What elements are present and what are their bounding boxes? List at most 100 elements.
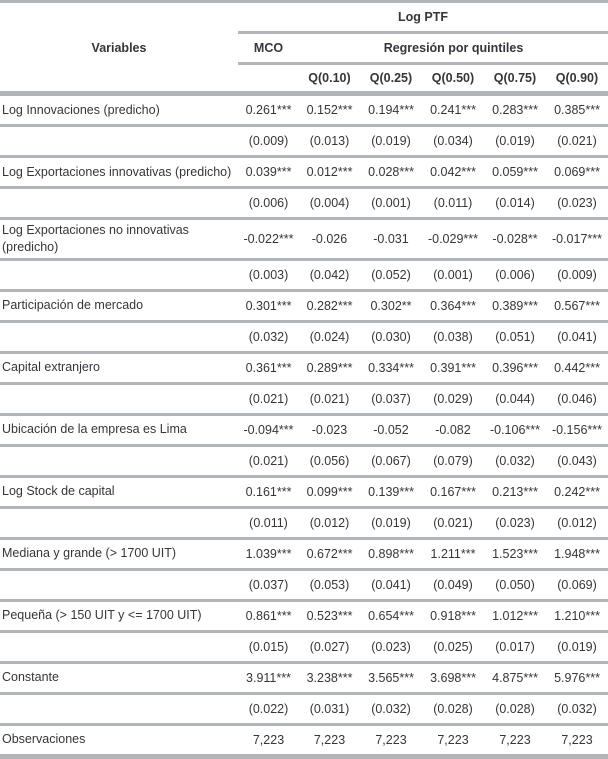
quantile-labels-row: Q(0.10) Q(0.25) Q(0.50) Q(0.75) Q(0.90) xyxy=(0,63,608,96)
coefficient-value: -0.026 xyxy=(299,218,360,261)
coefficient-value: 0.385*** xyxy=(546,93,608,127)
standard-error-value: (0.051) xyxy=(484,321,546,354)
standard-error-row: (0.015) (0.027) (0.023) (0.025) (0.017) (0.01… xyxy=(0,631,608,664)
empty-label-cell xyxy=(0,569,238,602)
coefficient-value: 1.012*** xyxy=(484,600,546,633)
coefficient-value: 0.059*** xyxy=(484,156,546,189)
empty-label-cell xyxy=(0,259,238,292)
coefficient-row: Log Exportaciones no innovativas (predic… xyxy=(0,218,608,261)
coefficient-value: 0.364*** xyxy=(422,290,484,323)
empty-label-cell xyxy=(0,383,238,416)
standard-error-value: (0.032) xyxy=(546,693,608,726)
standard-error-value: (0.011) xyxy=(422,187,484,220)
empty-cell xyxy=(0,63,238,96)
standard-error-value: (0.023) xyxy=(546,187,608,220)
observations-value: 7,223 xyxy=(499,732,531,747)
standard-error-value: (0.021) xyxy=(299,383,360,416)
standard-error-value: (0.031) xyxy=(299,693,360,726)
observations-value: 7,223 xyxy=(561,732,593,747)
coefficient-value: 0.028*** xyxy=(360,156,422,189)
standard-error-row: (0.011) (0.012) (0.019) (0.021) (0.023) (0.01… xyxy=(0,507,608,540)
coefficient-value: 0.069*** xyxy=(546,156,608,189)
standard-error-value: (0.003) xyxy=(238,259,299,292)
empty-label-cell xyxy=(0,321,238,354)
standard-error-value: (0.038) xyxy=(422,321,484,354)
quantile-label-q050: Q(0.50) xyxy=(422,63,484,96)
standard-error-value: (0.043) xyxy=(546,445,608,478)
empty-label-cell xyxy=(0,631,238,664)
coefficient-value: 0.567*** xyxy=(546,290,608,323)
coefficient-value: 0.241*** xyxy=(422,93,484,127)
coefficient-value: 5.976*** xyxy=(546,662,608,695)
standard-error-value: (0.025) xyxy=(422,631,484,664)
standard-error-value: (0.037) xyxy=(360,383,422,416)
empty-label-cell xyxy=(0,507,238,540)
standard-error-value: (0.044) xyxy=(484,383,546,416)
coefficient-value: 0.161*** xyxy=(238,476,299,509)
standard-error-row: (0.032) (0.024) (0.030) (0.038) (0.051) (0.04… xyxy=(0,321,608,354)
variable-label: Constante xyxy=(0,662,238,695)
coefficient-value: 0.139*** xyxy=(360,476,422,509)
standard-error-value: (0.004) xyxy=(299,187,360,220)
standard-error-row: (0.022) (0.031) (0.032) (0.028) (0.028) (0.03… xyxy=(0,693,608,726)
coefficient-value: 0.334*** xyxy=(360,352,422,385)
coefficient-value: 0.442*** xyxy=(546,352,608,385)
coefficient-value: 0.242*** xyxy=(546,476,608,509)
standard-error-value: (0.028) xyxy=(484,693,546,726)
coefficient-value: -0.082 xyxy=(422,414,484,447)
empty-label-cell xyxy=(0,693,238,726)
variable-label: Capital extranjero xyxy=(0,352,238,385)
coefficient-value: 0.167*** xyxy=(422,476,484,509)
coefficient-value: 0.523*** xyxy=(299,600,360,633)
table-body: Log Innovaciones (predicho) 0.261*** 0.152… xyxy=(0,93,608,757)
observations-value: 7,223 xyxy=(437,732,469,747)
standard-error-value: (0.024) xyxy=(299,321,360,354)
empty-corner-cell xyxy=(0,2,238,33)
coefficient-row: Mediana y grande (> 1700 UIT) 1.039*** 0.6… xyxy=(0,538,608,571)
standard-error-value: (0.017) xyxy=(484,631,546,664)
variables-header: Variables xyxy=(91,41,147,55)
standard-error-value: (0.029) xyxy=(422,383,484,416)
observations-row: Observaciones 7,223 7,223 7,223 7,223 7,223 7,… xyxy=(0,724,608,756)
standard-error-value: (0.012) xyxy=(299,507,360,540)
variable-label: Ubicación de la empresa es Lima xyxy=(0,414,238,447)
standard-error-value: (0.032) xyxy=(238,321,299,354)
standard-error-row: (0.021) (0.056) (0.067) (0.079) (0.032) (0.04… xyxy=(0,445,608,478)
standard-error-value: (0.028) xyxy=(422,693,484,726)
coefficient-value: 1.039*** xyxy=(238,538,299,571)
coefficient-value: 0.391*** xyxy=(422,352,484,385)
standard-error-value: (0.019) xyxy=(484,125,546,158)
observations-label: Observaciones xyxy=(2,732,86,747)
standard-error-value: (0.021) xyxy=(546,125,608,158)
standard-error-value: (0.021) xyxy=(238,383,299,416)
standard-error-row: (0.006) (0.004) (0.001) (0.011) (0.014) (0.02… xyxy=(0,187,608,220)
coefficient-value: 0.361*** xyxy=(238,352,299,385)
variable-label: Pequeña (> 150 UIT y <= 1700 UIT) xyxy=(0,600,238,633)
coefficient-value: -0.017*** xyxy=(546,218,608,261)
standard-error-value: (0.019) xyxy=(546,631,608,664)
coefficient-value: 4.875*** xyxy=(484,662,546,695)
quantile-label-q010: Q(0.10) xyxy=(299,63,360,96)
coefficient-value: -0.022*** xyxy=(238,218,299,261)
coefficient-value: 0.099*** xyxy=(299,476,360,509)
quantile-label-q075: Q(0.75) xyxy=(484,63,546,96)
coefficient-value: 3.698*** xyxy=(422,662,484,695)
standard-error-value: (0.023) xyxy=(360,631,422,664)
standard-error-value: (0.019) xyxy=(360,507,422,540)
standard-error-value: (0.022) xyxy=(238,693,299,726)
quantile-label-q025: Q(0.25) xyxy=(360,63,422,96)
standard-error-value: (0.032) xyxy=(484,445,546,478)
coefficient-value: 0.039*** xyxy=(238,156,299,189)
coefficient-value: 0.918*** xyxy=(422,600,484,633)
coefficient-value: 0.283*** xyxy=(484,93,546,127)
table-header: Log PTF Variables MCO Regresión por quin… xyxy=(0,1,608,96)
standard-error-row: (0.009) (0.013) (0.019) (0.034) (0.019) (0.02… xyxy=(0,125,608,158)
variable-label: Log Stock de capital xyxy=(0,476,238,509)
coefficient-value: 0.012*** xyxy=(299,156,360,189)
observations-value: 7,223 xyxy=(252,732,285,747)
standard-error-value: (0.011) xyxy=(238,507,299,540)
standard-error-value: (0.067) xyxy=(360,445,422,478)
standard-error-value: (0.042) xyxy=(299,259,360,292)
coefficient-value: 1.523*** xyxy=(484,538,546,571)
standard-error-value: (0.006) xyxy=(238,187,299,220)
